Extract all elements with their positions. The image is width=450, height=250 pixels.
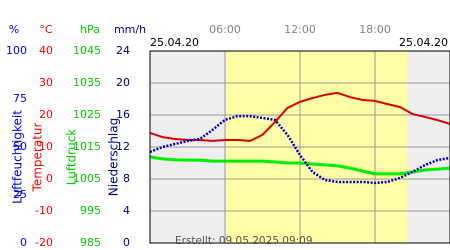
y-tick-label: 30 <box>39 76 53 89</box>
x-tick-label: 12:00 <box>284 23 316 36</box>
axis-unit: mm/h <box>114 23 146 36</box>
date: 25.04.20 <box>399 36 448 49</box>
y-tick-label: 25 <box>13 188 27 201</box>
axis-unit: hPa <box>80 23 100 36</box>
y-tick-label: 16 <box>116 108 130 121</box>
y-tick-label: 1045 <box>73 44 101 57</box>
y-tick-label: 20 <box>39 108 53 121</box>
y-tick-label: 12 <box>116 140 130 153</box>
axis-label: Temperatur <box>31 122 45 192</box>
axis-label: Luftfeuchtigkeit <box>11 110 25 204</box>
plot-frame <box>149 50 450 244</box>
y-tick-label: 1035 <box>73 76 101 89</box>
y-tick-label: -10 <box>35 204 53 217</box>
y-tick-label: 50 <box>13 140 27 153</box>
series-line <box>149 155 450 176</box>
axis-label: Niederschlag <box>107 118 121 196</box>
y-tick-label: 10 <box>39 140 53 153</box>
y-tick-label: 24 <box>116 44 130 57</box>
axis-unit: °C <box>39 23 53 36</box>
y-tick-label: 0 <box>46 172 53 185</box>
note: Erstellt: 09.05.2025 09:09 <box>175 235 313 247</box>
series-line <box>149 91 450 142</box>
x-tick-label: 06:00 <box>209 23 241 36</box>
y-tick-label: 4 <box>123 204 130 217</box>
y-tick-label: 75 <box>13 92 27 105</box>
date: 25.04.20 <box>150 36 199 49</box>
y-tick-label: 20 <box>116 76 130 89</box>
axis-unit: % <box>9 23 19 36</box>
x-tick-label: 18:00 <box>359 23 391 36</box>
y-tick-label: 0 <box>123 236 130 249</box>
y-tick-label: -20 <box>35 236 53 249</box>
y-tick-label: 1025 <box>73 108 101 121</box>
y-tick-label: 40 <box>39 44 53 57</box>
y-tick-label: 995 <box>80 204 101 217</box>
y-tick-label: 0 <box>20 236 27 249</box>
y-tick-label: 1005 <box>73 172 101 185</box>
axis-label: Luftdruck <box>65 129 79 186</box>
y-tick-label: 100 <box>6 44 27 57</box>
y-tick-label: 1015 <box>73 140 101 153</box>
y-tick-label: 985 <box>80 236 101 249</box>
y-tick-label: 8 <box>123 172 130 185</box>
